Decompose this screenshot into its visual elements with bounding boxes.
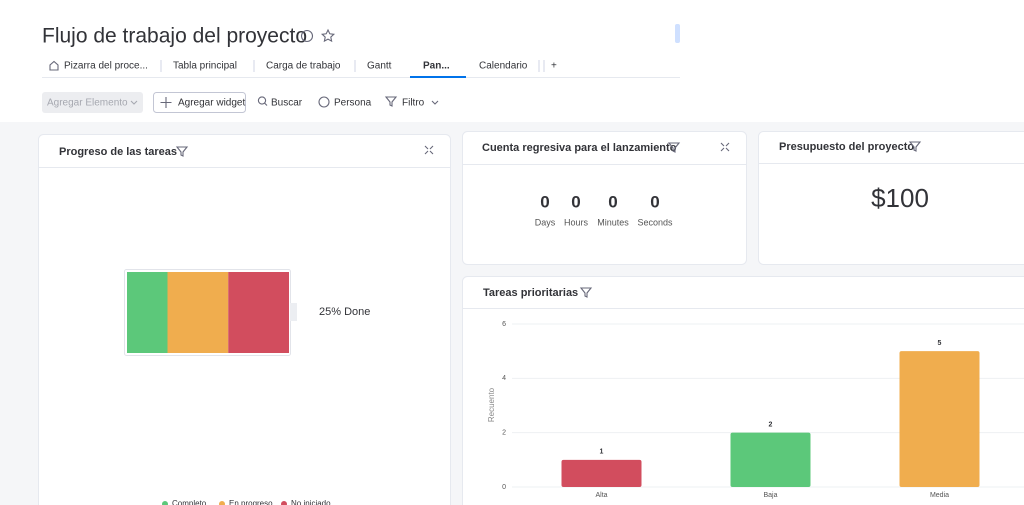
x-tick-label: Baja: [763, 492, 777, 499]
chart-title: Tareas prioritarias: [483, 287, 578, 299]
countdown-unit: Minutes: [597, 217, 629, 227]
countdown: 0 Days 0 Hours 0 Minutes 0 Seconds: [535, 192, 673, 227]
bar: [730, 432, 811, 487]
y-tick-label: 4: [502, 375, 506, 382]
progress-title: Progreso de las tareas: [59, 146, 177, 158]
bar: [899, 351, 980, 487]
tab[interactable]: Tabla principal: [173, 61, 237, 72]
star-icon[interactable]: [320, 28, 336, 43]
tab[interactable]: Calendario: [479, 61, 528, 72]
budget-card: [758, 131, 1024, 265]
home-icon: [49, 60, 59, 71]
x-tick-label: Alta: [595, 492, 607, 499]
countdown-unit: Days: [535, 217, 556, 227]
progress-segment: [228, 272, 289, 353]
active-tab-underline: [410, 76, 466, 78]
add-item-label: Agregar Elemento: [47, 98, 128, 109]
search-icon: [264, 102, 268, 106]
filter-icon: [384, 96, 398, 107]
tab[interactable]: Carga de trabajo: [266, 61, 341, 72]
chevron: [431, 100, 439, 105]
legend-label: No iniciado: [291, 499, 331, 505]
filter-icon[interactable]: [908, 141, 922, 152]
budget-title: Presupuesto del proyecto: [779, 141, 914, 153]
x-tick-label: Media: [930, 492, 949, 499]
legend-dot: [281, 501, 287, 505]
info-icon[interactable]: [300, 29, 314, 43]
add-widget-label: Agregar widget: [178, 98, 245, 109]
battery-tip: [290, 303, 297, 321]
progress-label: 25% Done: [319, 306, 370, 318]
person-label[interactable]: Persona: [334, 98, 372, 109]
tab[interactable]: Gantt: [367, 61, 392, 72]
board-title: Flujo de trabajo del proyecto: [42, 25, 307, 48]
countdown-title: Cuenta regresiva para el lanzamiento: [482, 142, 677, 154]
add-widget-button[interactable]: [153, 92, 246, 113]
expand-icon[interactable]: [720, 142, 730, 152]
value-label: 2: [769, 422, 773, 429]
chevron: [130, 100, 138, 105]
tab[interactable]: Pan...: [423, 61, 450, 72]
countdown-value: 0: [540, 192, 549, 211]
tab[interactable]: +: [551, 61, 557, 72]
y-axis-label: Recuento: [487, 387, 496, 422]
tabs: Pizarra del proce... Tabla principal Carga…: [64, 60, 557, 72]
legend-dot: [219, 501, 225, 505]
scroll-indicator: [675, 24, 680, 43]
filter-icon[interactable]: [175, 146, 189, 157]
legend-label: Completo: [172, 499, 207, 505]
y-tick-label: 2: [502, 430, 506, 437]
countdown-value: 0: [571, 192, 580, 211]
filter-icon[interactable]: [667, 142, 681, 153]
value-label: 1: [600, 449, 604, 456]
countdown-unit: Hours: [564, 217, 589, 227]
legend-dot: [162, 501, 168, 505]
add-item-button[interactable]: [42, 92, 143, 113]
y-tick-label: 6: [502, 321, 506, 328]
countdown-value: 0: [608, 192, 617, 211]
y-tick-label: 0: [502, 484, 506, 491]
filter-icon[interactable]: [579, 287, 593, 298]
bar: [561, 459, 642, 487]
expand-icon[interactable]: [424, 145, 434, 155]
legend-label: En progreso: [229, 499, 273, 505]
plus-icon: [160, 97, 172, 108]
progress-segment: [167, 272, 229, 353]
battery: Completo En progreso No iniciado: [127, 272, 331, 505]
progress-segment: [127, 272, 168, 353]
budget-value: $100: [871, 183, 929, 213]
search-label[interactable]: Buscar: [271, 98, 303, 109]
tab[interactable]: Pizarra del proce...: [64, 61, 148, 72]
value-label: 5: [938, 340, 942, 347]
search-icon: [257, 96, 267, 105]
chart: 0 2 4 6 1 Alta 2 Baja 5 Media: [502, 321, 1024, 499]
person-icon: [318, 96, 330, 108]
countdown-value: 0: [650, 192, 659, 211]
countdown-unit: Seconds: [637, 217, 673, 227]
filter-label[interactable]: Filtro: [402, 98, 425, 109]
priority-card: [462, 276, 1024, 505]
